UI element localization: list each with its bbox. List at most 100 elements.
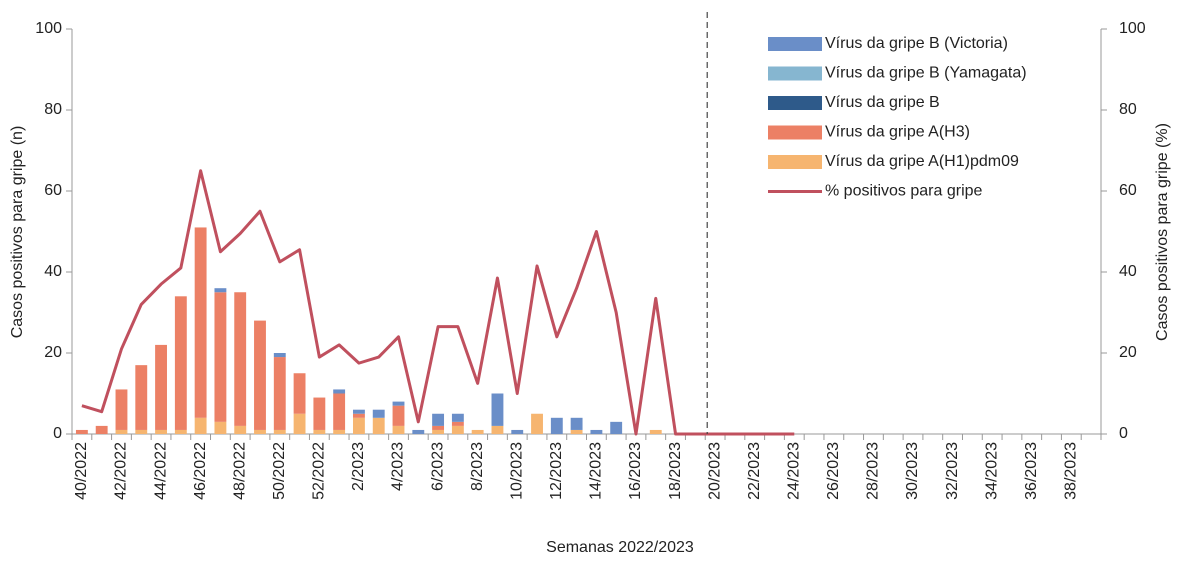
legend-swatch — [768, 37, 822, 51]
x-tick-label: 46/2022 — [192, 442, 209, 500]
bar — [293, 413, 306, 434]
bar — [392, 405, 405, 426]
y2-tick-label: 20 — [1119, 344, 1137, 361]
bar — [412, 429, 425, 434]
y2-tick-label: 100 — [1119, 20, 1146, 37]
legend-label: Vírus da gripe A(H1)pdm09 — [825, 153, 1019, 170]
bar — [273, 429, 286, 434]
bar — [214, 421, 227, 434]
y2-tick-label: 80 — [1119, 101, 1137, 118]
bar — [491, 425, 504, 434]
legend-swatch — [768, 66, 822, 81]
x-tick-label: 34/2023 — [983, 442, 1000, 500]
x-tick-label: 44/2022 — [152, 442, 169, 500]
bar — [570, 417, 583, 430]
bar — [214, 288, 227, 293]
x-tick-label: 2/2023 — [350, 442, 367, 491]
bar — [333, 429, 346, 434]
bar — [511, 429, 524, 434]
bar — [214, 292, 227, 422]
x-tick-label: 20/2023 — [706, 442, 723, 500]
bar — [155, 429, 167, 434]
bar — [135, 429, 148, 434]
x-tick-label: 6/2023 — [429, 442, 446, 491]
y-tick-label: 100 — [35, 20, 62, 37]
y-tick-label: 40 — [44, 263, 62, 280]
bar — [333, 389, 346, 394]
x-tick-label: 8/2023 — [469, 442, 486, 491]
bar — [174, 429, 187, 434]
legend-swatch — [768, 155, 822, 169]
bar — [610, 421, 623, 434]
bar — [115, 389, 128, 430]
y-tick-label: 60 — [44, 182, 62, 199]
legend-label: % positivos para gripe — [825, 183, 983, 200]
y2-axis-title: Casos positivos para gripe (%) — [1154, 123, 1171, 341]
y2-tick-label: 40 — [1119, 263, 1137, 280]
bar — [333, 393, 346, 430]
y-tick-label: 80 — [44, 101, 62, 118]
bar — [352, 413, 365, 418]
bar — [194, 227, 207, 418]
x-tick-label: 42/2022 — [113, 442, 130, 500]
bar — [531, 413, 543, 434]
x-tick-label: 28/2023 — [865, 442, 882, 500]
bar — [155, 344, 167, 430]
y-tick-label: 0 — [53, 425, 62, 442]
bar — [174, 296, 187, 430]
bar — [570, 429, 583, 434]
x-tick-label: 24/2023 — [785, 442, 802, 500]
x-tick-label: 16/2023 — [627, 442, 644, 500]
bar — [491, 393, 504, 426]
line — [81, 169, 795, 436]
bar — [392, 425, 405, 434]
x-tick-label: 36/2023 — [1023, 442, 1040, 500]
bar — [135, 365, 148, 430]
bar — [372, 417, 385, 434]
y-axis-title: Casos positivos para gripe (n) — [9, 126, 26, 339]
x-tick-label: 52/2022 — [311, 442, 328, 500]
bar — [254, 320, 266, 430]
legend-label: Vírus da gripe B (Victoria) — [825, 35, 1008, 52]
bar — [75, 429, 88, 434]
y-tick-label: 20 — [44, 344, 62, 361]
x-tick-label: 26/2023 — [825, 442, 842, 500]
x-tick-label: 14/2023 — [588, 442, 605, 500]
legend-label: Vírus da gripe B — [825, 94, 940, 111]
legend-swatch — [768, 125, 822, 140]
bar — [273, 353, 286, 358]
x-tick-label: 4/2023 — [390, 442, 407, 491]
bar — [451, 413, 464, 422]
legend-swatch — [768, 96, 822, 110]
x-tick-label: 38/2023 — [1063, 442, 1080, 500]
bar — [293, 373, 306, 414]
x-tick-label: 18/2023 — [667, 442, 684, 500]
bar — [451, 421, 464, 426]
y2-tick-label: 0 — [1119, 425, 1128, 442]
x-tick-label: 50/2022 — [271, 442, 288, 500]
legend-label: Vírus da gripe B (Yamagata) — [825, 65, 1027, 82]
x-tick-label: 48/2022 — [231, 442, 248, 500]
x-tick-label: 22/2023 — [746, 442, 763, 500]
bar — [313, 429, 326, 434]
bar — [115, 429, 128, 434]
bar — [432, 429, 445, 434]
x-tick-label: 30/2023 — [904, 442, 921, 500]
bar — [471, 429, 484, 434]
legend-label: Vírus da gripe A(H3) — [825, 124, 970, 141]
bar — [432, 425, 445, 430]
bar — [392, 401, 405, 406]
bar — [372, 409, 385, 418]
x-tick-label: 40/2022 — [73, 442, 90, 500]
x-tick-label: 10/2023 — [508, 442, 525, 500]
x-tick-label: 12/2023 — [548, 442, 565, 500]
bar — [432, 413, 445, 426]
bar — [451, 425, 464, 434]
bar — [352, 409, 365, 414]
bar — [234, 292, 247, 426]
bar — [649, 429, 662, 434]
bar — [590, 429, 603, 434]
bar — [352, 417, 365, 434]
bar — [550, 417, 563, 434]
